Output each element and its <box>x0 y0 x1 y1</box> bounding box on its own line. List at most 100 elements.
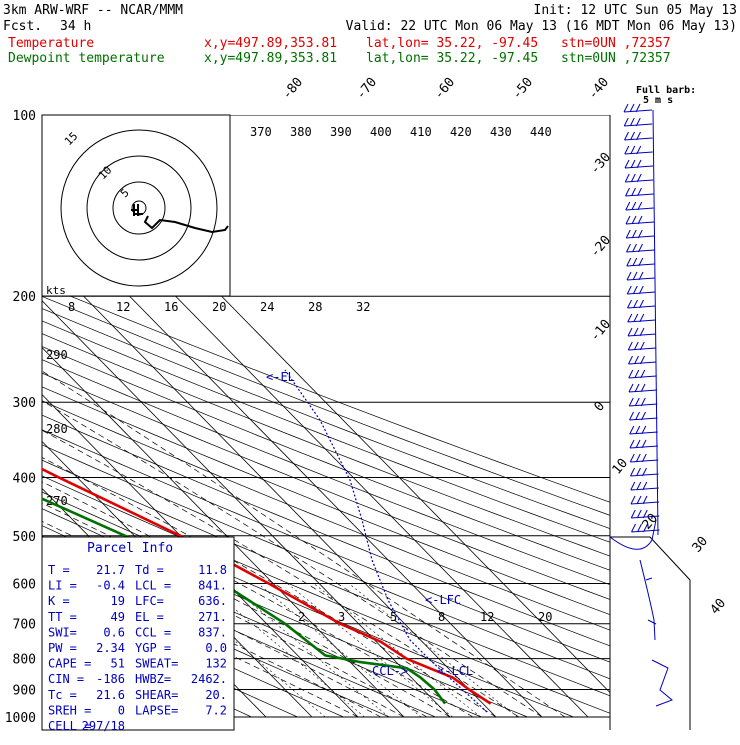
pressure-label-1000: 1000 <box>5 711 36 726</box>
dry-adiabat <box>42 560 390 718</box>
hodograph-ring <box>112 181 166 235</box>
theta-label: 440 <box>530 125 552 139</box>
wind-barb <box>623 103 653 113</box>
mixing-ratio-line <box>204 583 365 718</box>
header: 3km ARW-WRF -- NCAR/MMM Init: 12 UTC Sun… <box>3 3 737 66</box>
moist-adiabat <box>42 537 405 718</box>
init-time: Init: 12 UTC Sun 05 May 13 <box>534 3 738 18</box>
parcel-info-cell: 0 <box>118 703 125 717</box>
parcel-info-cell: 49 <box>111 610 125 624</box>
dry-adiabat <box>42 359 610 586</box>
wind-barb <box>629 453 659 463</box>
wind-barb <box>624 159 654 169</box>
parcel-info-cell: 19 <box>111 594 125 608</box>
mixing-ratio-label: 32 <box>356 300 370 314</box>
parcel-info-cell: LI = <box>48 579 77 593</box>
mixing-ratio-label: 20 <box>538 610 552 624</box>
pressure-label-700: 700 <box>13 618 36 633</box>
valid-time: Valid: 22 UTC Mon 06 May 13 (16 MDT Mon … <box>346 19 737 34</box>
wind-barb-mid <box>609 519 657 550</box>
moist-adiabat <box>42 429 520 718</box>
isotherm-label: 30 <box>690 534 712 556</box>
parcel-info-title: Parcel Info <box>87 541 173 556</box>
temperature-xy: x,y=497.89,353.81 <box>204 36 337 51</box>
dry-adiabat <box>42 320 610 543</box>
isotherm-label: -60 <box>432 75 459 103</box>
mixing-ratio-label: 16 <box>164 300 178 314</box>
wind-barb <box>629 425 658 435</box>
hodograph-trace <box>131 204 229 234</box>
parcel-info-cell: Td = <box>135 563 164 577</box>
wind-barb <box>630 481 659 491</box>
parcel-info-cell: CIN = <box>48 672 84 686</box>
lcl-marker: <-LCL <box>437 664 473 678</box>
mixing-ratio-label: 8 <box>68 300 75 314</box>
wind-barb <box>628 355 657 365</box>
mixing-ratio-line <box>166 583 326 718</box>
wind-barb <box>628 383 658 393</box>
isotherm <box>42 300 451 718</box>
wind-barb <box>624 145 653 155</box>
theta-label: 270 <box>46 494 68 508</box>
parcel-info-cell: K = <box>48 594 70 608</box>
parcel-info-cell: T = <box>48 563 70 577</box>
parcel-info-cell: Tc = <box>48 688 77 702</box>
isotherm <box>42 253 497 718</box>
wind-barb <box>628 397 658 407</box>
parcel-info-cell: LAPSE= <box>135 703 178 717</box>
dry-adiabat <box>42 308 610 530</box>
wind-barb <box>625 229 655 239</box>
dry-adiabat <box>42 372 610 600</box>
dry-adiabat <box>42 400 610 631</box>
frame-extension <box>610 536 691 730</box>
el-marker: <-EL <box>266 370 295 384</box>
mixing-ratio-label: 12 <box>480 610 494 624</box>
parcel-info-cell: 20. <box>205 688 227 702</box>
isotherm-label: -50 <box>510 75 537 103</box>
dewpoint-latlon: lat,lon= 35.22, -97.45 <box>366 51 538 66</box>
isotherm-label: 0 <box>592 399 609 415</box>
temperature-stn: stn=0UN ,72357 <box>561 36 671 51</box>
wind-barb <box>624 131 653 141</box>
theta-label: 420 <box>450 125 472 139</box>
moist-adiabat <box>42 564 359 718</box>
wind-barb <box>627 327 657 337</box>
wind-barb <box>626 285 656 295</box>
mixing-ratio-label: 8 <box>438 610 445 624</box>
wind-barb <box>625 215 655 225</box>
moist-adiabat <box>42 457 497 718</box>
parcel-info-cell: 11.8 <box>198 563 227 577</box>
parcel-info-cell: 7.2 <box>205 703 227 717</box>
moist-adiabat <box>42 400 543 718</box>
dry-adiabat <box>42 459 610 697</box>
parcel-info-cell: SREH = <box>48 703 91 717</box>
parcel-info-cell: YGP = <box>135 641 171 655</box>
mixing-ratio-label: 28 <box>308 300 322 314</box>
isotherm <box>42 347 405 718</box>
parcel-info-cell: CCL = <box>135 625 171 639</box>
parcel-info-cell: EL = <box>135 610 164 624</box>
parcel-info-cell: CAPE = <box>48 657 91 671</box>
wind-barb <box>627 341 657 351</box>
wind-barb-low <box>639 559 673 707</box>
wind-barb <box>626 257 655 267</box>
dry-adiabat <box>42 386 610 616</box>
theta-label: 280 <box>46 422 68 436</box>
dry-adiabat <box>42 296 610 516</box>
parcel-info-cell: 841. <box>198 579 227 593</box>
wind-barb <box>627 313 656 323</box>
wind-barb <box>629 411 658 421</box>
dewpoint-legend: Dewpoint temperature <box>8 51 165 66</box>
wind-barb <box>630 509 660 519</box>
parcel-info-cell: 2.34 <box>96 641 125 655</box>
theta-label: 370 <box>250 125 272 139</box>
parcel-info-cell: LCL = <box>135 579 171 593</box>
wind-barb <box>627 299 656 309</box>
parcel-info-cell: CELL = <box>48 719 91 733</box>
wind-barb <box>625 201 654 211</box>
wind-barb <box>630 495 660 505</box>
wind-barb <box>623 117 653 127</box>
wind-barb <box>631 523 660 533</box>
parcel-info-cell: -0.4 <box>96 579 125 593</box>
